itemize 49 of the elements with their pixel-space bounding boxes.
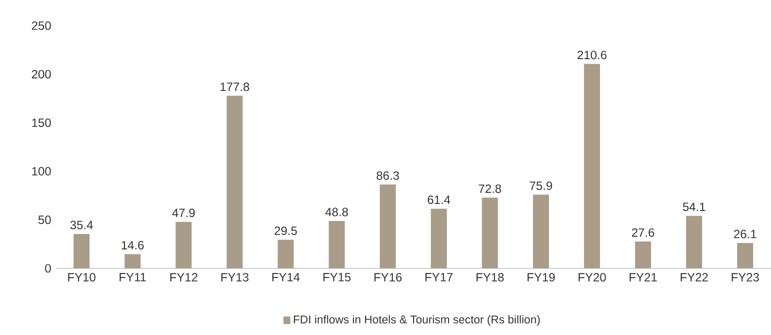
bar: [482, 198, 498, 268]
data-label: 29.5: [274, 226, 297, 235]
bar: [635, 242, 652, 268]
x-tick-label: FY17: [426, 273, 453, 282]
data-label: 72.8: [478, 184, 502, 193]
x-tick-label: FY19: [528, 273, 555, 282]
x-tick-label: FY18: [476, 273, 504, 282]
data-label: 54.1: [682, 202, 706, 212]
x-tick-label: FY13: [221, 273, 248, 282]
y-tick-label: 100: [32, 167, 51, 176]
data-label: 210.6: [578, 50, 606, 60]
data-label: 177.8: [220, 82, 250, 92]
x-tick-label: FY20: [578, 273, 606, 282]
x-tick-label: FY14: [272, 273, 300, 282]
data-label: 47.9: [172, 208, 195, 218]
bar: [328, 220, 345, 268]
bar: [380, 184, 396, 268]
y-tick-label: 250: [32, 21, 51, 30]
data-label: 35.4: [70, 220, 93, 230]
bar: [176, 222, 192, 268]
y-tick-label: 150: [32, 118, 51, 127]
x-tick-label: FY12: [170, 273, 198, 282]
bar: [226, 96, 243, 268]
bar: [584, 64, 600, 268]
x-tick-label: FY21: [630, 273, 657, 282]
data-label: 48.8: [325, 208, 348, 216]
legend-label: FDI inflows in Hotels & Tourism sector (Rs billion): [294, 315, 540, 326]
x-tick-label: FY16: [374, 273, 402, 282]
bar: [124, 254, 141, 268]
data-label: 61.4: [428, 196, 450, 204]
x-tick-label: FY15: [323, 273, 351, 282]
bar: [737, 242, 754, 268]
x-tick-label: FY10: [68, 273, 96, 282]
x-tick-label: FY23: [732, 273, 759, 282]
bar: [278, 240, 294, 268]
bar: [74, 234, 90, 268]
bar: [532, 194, 549, 268]
data-label: 86.3: [376, 171, 399, 180]
y-tick-label: 50: [38, 216, 51, 224]
y-tick-label: 0: [45, 264, 51, 273]
data-label: 27.6: [632, 228, 654, 237]
x-tick-label: FY22: [680, 273, 708, 282]
x-tick-label: FY11: [120, 273, 146, 282]
bar: [686, 216, 702, 268]
data-label: 75.9: [530, 181, 552, 190]
data-label: 26.1: [734, 230, 756, 238]
bar: [430, 208, 447, 268]
y-tick-label: 200: [32, 70, 51, 78]
data-label: 14.6: [122, 240, 144, 250]
